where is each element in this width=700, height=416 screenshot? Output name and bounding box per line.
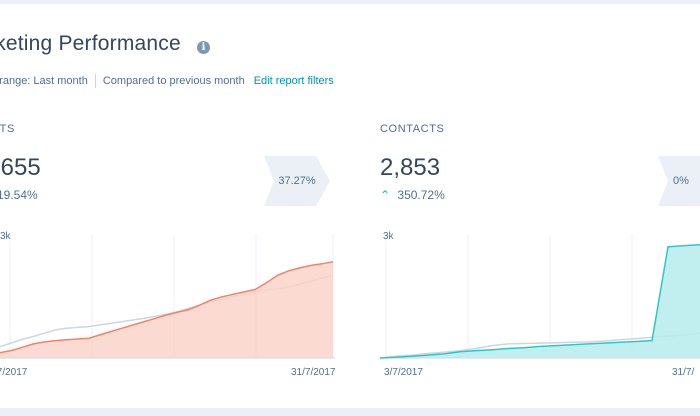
series-current-line — [380, 243, 700, 359]
visits-x-start: /7/2017 — [0, 367, 28, 378]
visits-comparison-badge: 37.27% — [264, 156, 330, 206]
visits-delta-value: 19.54% — [0, 188, 38, 202]
contacts-badge-value: 0% — [673, 175, 689, 187]
contacts-label: CONTACTS — [380, 123, 445, 135]
series-current-area — [380, 244, 700, 358]
contacts-delta-value: 350.72% — [397, 188, 445, 202]
contacts-x-start: 3/7/2017 — [384, 367, 423, 378]
arrow-up-icon: ⌃ — [380, 188, 391, 202]
info-icon[interactable]: i — [197, 41, 210, 54]
edit-report-filters-link[interactable]: Edit report filters — [253, 75, 334, 87]
contacts-value: 2,853 — [380, 154, 441, 181]
visits-chart — [0, 234, 335, 359]
badge-chevron-shape — [264, 156, 330, 206]
contacts-x-end: 31/7/ — [672, 367, 695, 378]
series-previous-line — [380, 332, 700, 359]
visits-badge-value: 37.27% — [278, 175, 316, 187]
series-current-area — [0, 261, 333, 358]
visits-y-tick: 3k — [0, 231, 11, 242]
comparison-filter[interactable]: Compared to previous month — [102, 75, 245, 87]
contacts-y-tick: 3k — [383, 231, 394, 242]
visits-delta: 19.54% — [0, 188, 38, 202]
series-current-line — [0, 260, 334, 354]
contacts-comparison-badge: 0% — [658, 156, 700, 206]
contacts-chart — [380, 234, 700, 359]
marketing-performance-card: rketing Performance i e range: Last mont… — [0, 4, 700, 408]
report-title: rketing Performance — [0, 32, 181, 55]
page-footer-strip — [0, 408, 700, 416]
visits-label: ITS — [0, 123, 15, 135]
visits-value: ,655 — [0, 154, 41, 181]
report-filters: e range: Last month Compared to previous… — [0, 74, 334, 88]
contacts-delta: ⌃ 350.72% — [380, 188, 445, 202]
filter-divider — [94, 74, 96, 88]
badge-chevron-shape — [658, 156, 700, 206]
date-range-filter[interactable]: e range: Last month — [0, 75, 88, 87]
visits-x-end: 31/7/2017 — [291, 367, 336, 378]
